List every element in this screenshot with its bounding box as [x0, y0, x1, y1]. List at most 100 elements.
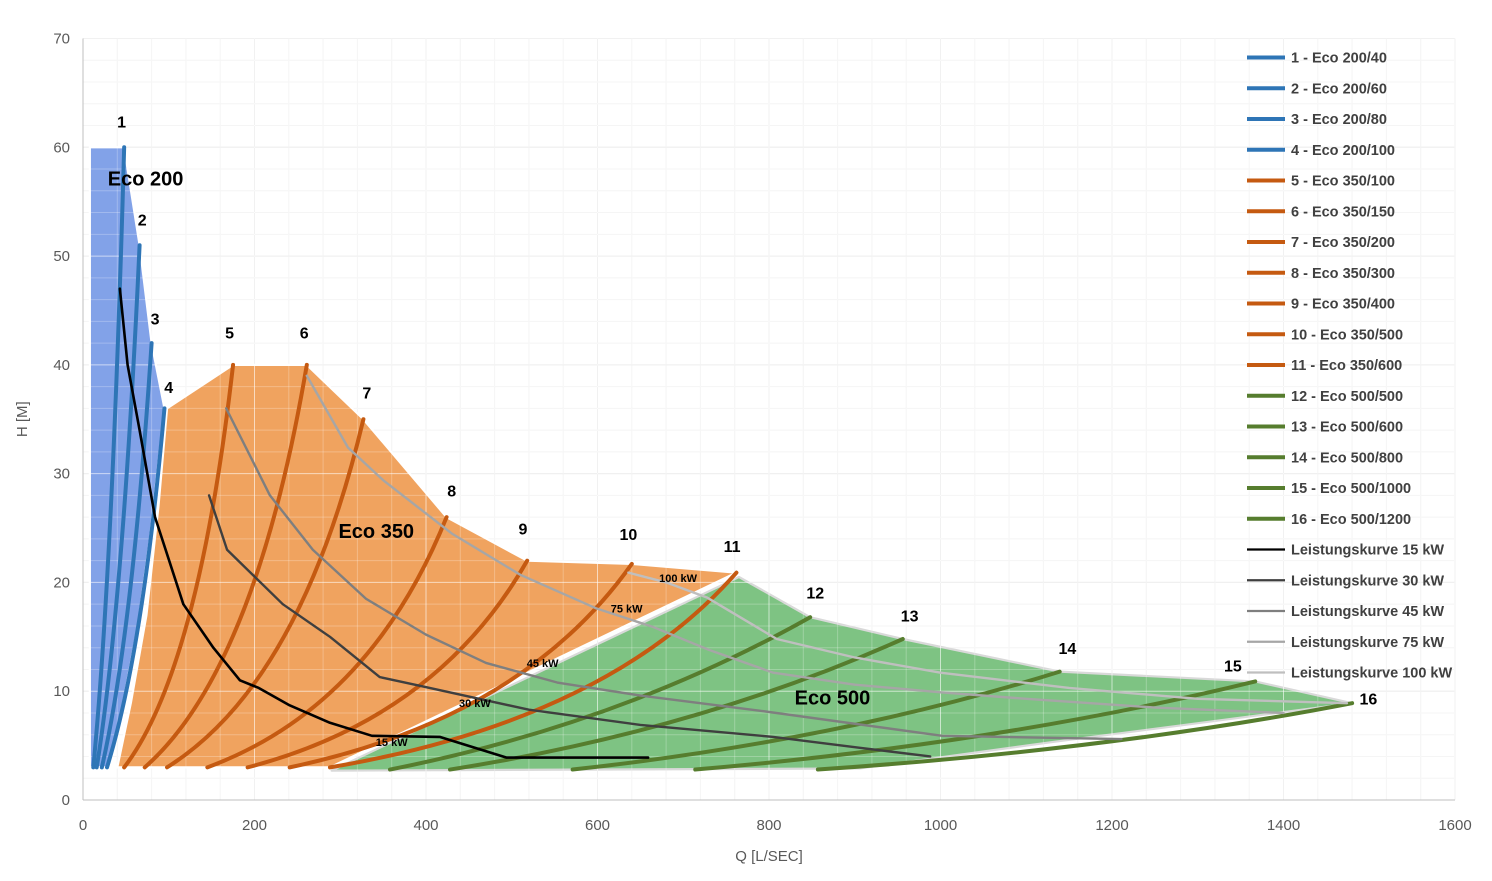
grid-overlay [82, 38, 1456, 801]
pump-curve-6 [142, 362, 309, 770]
power-label-100kW: 100 kW [659, 573, 698, 585]
region-label-eco-500: Eco 500 [795, 687, 871, 709]
legend-item-label: Leistungskurve 15 kW [1291, 543, 1444, 559]
curve-number-label: 14 [1059, 641, 1077, 658]
legend-item: 11 - Eco 350/600 [1247, 358, 1402, 374]
region-label-eco-350: Eco 350 [338, 521, 414, 543]
curve-number-label: 10 [619, 527, 637, 544]
y-tick-label: 30 [53, 466, 70, 483]
power-curves [118, 287, 1349, 759]
pump-curve-10 [287, 561, 634, 770]
y-tick-label: 10 [53, 683, 70, 700]
x-axis-title: Q [L/SEC] [735, 848, 803, 865]
x-tick-label: 400 [413, 817, 438, 834]
region-label-eco-200: Eco 200 [108, 168, 184, 190]
legend-item: 12 - Eco 500/500 [1247, 389, 1403, 405]
curve-number-label: 5 [225, 326, 234, 343]
pump-curve-11 [327, 570, 739, 770]
legend-item: 15 - Eco 500/1000 [1247, 481, 1411, 497]
curve-number-label: 3 [151, 312, 160, 329]
y-tick-label: 40 [53, 357, 70, 374]
curve-number-label: 7 [362, 386, 371, 403]
legend-item-label: 9 - Eco 350/400 [1291, 297, 1395, 313]
legend-item-label: 1 - Eco 200/40 [1291, 51, 1387, 67]
pump-curve-12 [387, 615, 813, 772]
legend-item: 16 - Eco 500/1200 [1247, 512, 1411, 528]
legend-item: Leistungskurve 100 kW [1247, 666, 1452, 682]
pump-curve-7 [165, 417, 366, 770]
pump-curve-14 [570, 669, 1062, 772]
x-tick-label: 600 [585, 817, 610, 834]
y-tick-label: 0 [62, 792, 70, 809]
region-eco-500 [330, 575, 1354, 772]
curve-number-label: 6 [300, 326, 309, 343]
x-tick-label: 0 [79, 817, 87, 834]
legend-item-label: 16 - Eco 500/1200 [1291, 512, 1411, 528]
pump-curve-9 [245, 558, 530, 770]
curve-number-label: 11 [724, 539, 741, 556]
legend-item: 4 - Eco 200/100 [1247, 143, 1395, 159]
legend-item-label: 11 - Eco 350/600 [1291, 358, 1402, 374]
x-tick-label: 200 [242, 817, 267, 834]
legend-item-label: 8 - Eco 350/300 [1291, 266, 1395, 282]
pump-curve-1 [91, 145, 127, 770]
power-curve-15kW [118, 287, 650, 759]
power-label-45kW: 45 kW [527, 658, 559, 670]
pump-curve-2 [94, 243, 142, 770]
x-tick-label: 800 [756, 817, 781, 834]
y-tick-label: 50 [53, 248, 70, 265]
regions [88, 146, 1354, 772]
legend-item: 10 - Eco 350/500 [1247, 327, 1403, 343]
legend-item-label: Leistungskurve 100 kW [1291, 666, 1452, 682]
legend: 1 - Eco 200/40 2 - Eco 200/60 3 - Eco 200/… [1247, 51, 1452, 682]
legend-item: 3 - Eco 200/80 [1247, 112, 1387, 128]
pump-curve-4 [105, 406, 167, 770]
curve-number-label: 8 [447, 483, 456, 500]
legend-item-label: 12 - Eco 500/500 [1291, 389, 1403, 405]
curve-number-label: 2 [138, 213, 147, 230]
curve-number-label: 15 [1224, 659, 1242, 676]
legend-item-label: 2 - Eco 200/60 [1291, 81, 1387, 97]
curve-number-label: 1 [117, 115, 126, 132]
legend-item-label: Leistungskurve 75 kW [1291, 635, 1444, 651]
legend-item: 14 - Eco 500/800 [1247, 450, 1403, 466]
legend-item-label: Leistungskurve 45 kW [1291, 604, 1444, 620]
legend-item-label: 14 - Eco 500/800 [1291, 450, 1403, 466]
x-tick-label: 1400 [1267, 817, 1300, 834]
x-tick-label: 1000 [924, 817, 957, 834]
y-axis-title: H [M] [14, 401, 31, 437]
legend-item-label: Leistungskurve 30 kW [1291, 573, 1444, 589]
power-curve-45kW [225, 407, 1123, 741]
legend-item-label: 13 - Eco 500/600 [1291, 420, 1403, 436]
legend-item: 13 - Eco 500/600 [1247, 420, 1403, 436]
power-curve-100kW [627, 571, 1349, 705]
y-tick-label: 70 [53, 31, 70, 48]
power-curve-30kW [207, 494, 932, 758]
legend-item: 7 - Eco 350/200 [1247, 235, 1395, 251]
legend-item: 5 - Eco 350/100 [1247, 174, 1395, 190]
axes: 0 200 400 600 800 1000 1200 1400 1600 0 10 20 30 40 50… [14, 31, 1472, 866]
legend-item: 1 - Eco 200/40 [1247, 51, 1387, 67]
x-tick-label: 1200 [1095, 817, 1128, 834]
pump-curves [91, 145, 1355, 772]
legend-item: 8 - Eco 350/300 [1247, 266, 1395, 282]
legend-item-label: 15 - Eco 500/1000 [1291, 481, 1411, 497]
legend-item-label: 6 - Eco 350/150 [1291, 204, 1395, 220]
pump-curve-8 [205, 515, 449, 770]
region-eco-350 [116, 363, 738, 769]
legend-item: 6 - Eco 350/150 [1247, 204, 1395, 220]
pump-curve-16 [815, 701, 1355, 772]
y-tick-label: 60 [53, 139, 70, 156]
power-label-15kW: 15 kW [376, 737, 408, 749]
legend-item: Leistungskurve 45 kW [1247, 604, 1444, 620]
power-label-30kW: 30 kW [459, 698, 491, 710]
x-tick-label: 1600 [1438, 817, 1471, 834]
legend-item-label: 5 - Eco 350/100 [1291, 174, 1395, 190]
pump-curve-5 [122, 362, 236, 770]
legend-item-label: 10 - Eco 350/500 [1291, 327, 1403, 343]
power-label-75kW: 75 kW [611, 604, 643, 616]
curve-number-label: 13 [901, 609, 919, 626]
